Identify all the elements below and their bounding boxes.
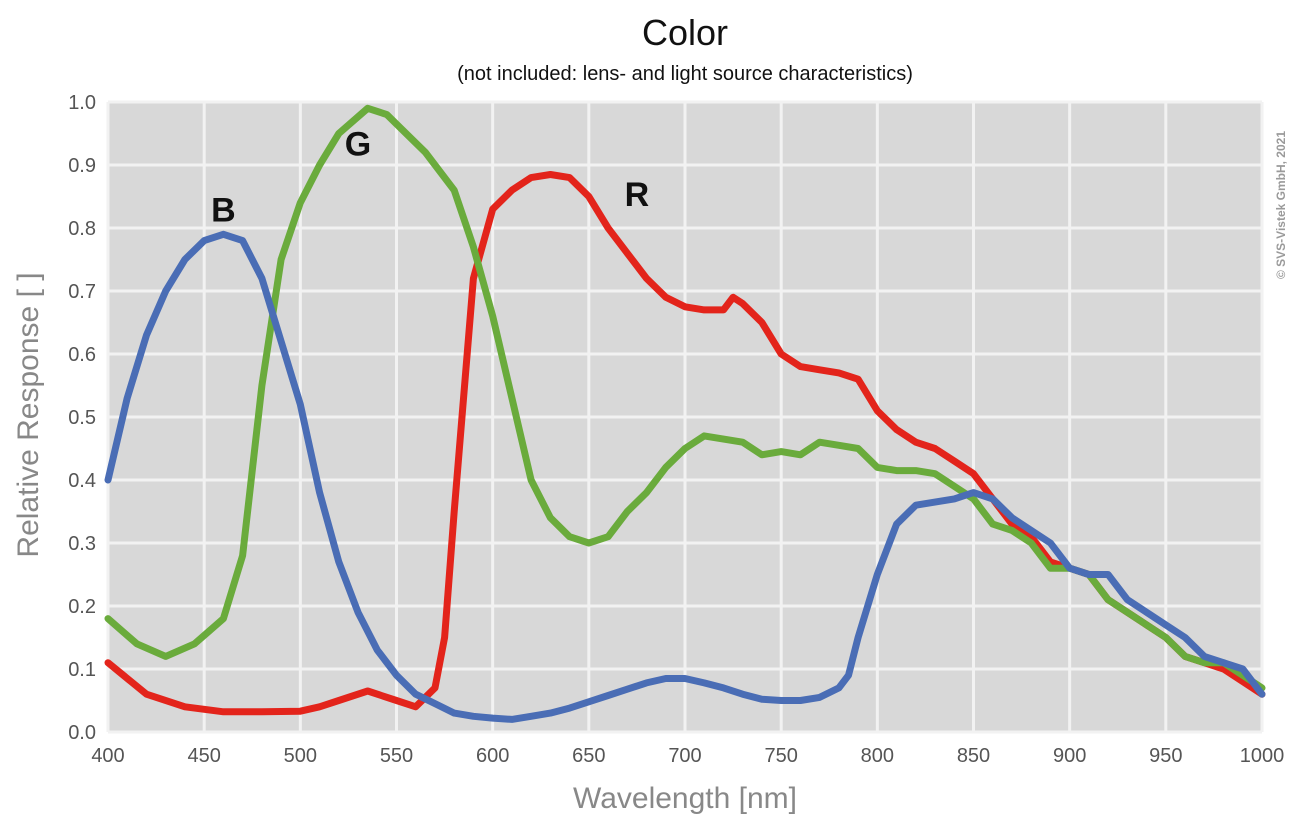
x-tick-label: 1000 [1240, 745, 1285, 767]
chart-subtitle: (not included: lens- and light source ch… [457, 63, 913, 85]
y-axis-ticks: 0.0 0.1 0.2 0.3 0.4 0.5 0.6 0.7 0.8 0.9 1.0 [68, 92, 96, 744]
y-tick-label: 0.8 [68, 218, 96, 240]
y-tick-label: 0.1 [68, 659, 96, 681]
x-tick-label: 600 [476, 745, 509, 767]
x-tick-label: 700 [668, 745, 701, 767]
x-tick-label: 800 [861, 745, 894, 767]
x-tick-label: 550 [380, 745, 413, 767]
copyright-notice: © SVS-Vistek GmbH, 2021 [1274, 131, 1288, 279]
series-label-r: R [625, 176, 650, 214]
x-tick-label: 950 [1149, 745, 1182, 767]
series-label-g: G [345, 126, 371, 164]
x-tick-label: 650 [572, 745, 605, 767]
y-tick-label: 0.7 [68, 281, 96, 303]
y-tick-label: 0.2 [68, 596, 96, 618]
y-tick-label: 0.4 [68, 470, 96, 492]
y-tick-label: 0.3 [68, 533, 96, 555]
series-labels: R G B [211, 126, 649, 230]
x-axis-ticks: 400 450 500 550 600 650 700 750 800 850 900 950 1000 [91, 745, 1284, 767]
x-tick-label: 500 [284, 745, 317, 767]
y-tick-label: 0.9 [68, 155, 96, 177]
series-label-b: B [211, 192, 236, 230]
y-tick-label: 0.5 [68, 407, 96, 429]
x-tick-label: 450 [187, 745, 220, 767]
y-tick-label: 0.0 [68, 722, 96, 744]
chart-title: Color [642, 12, 728, 53]
x-axis-label: Wavelength [nm] [573, 782, 797, 815]
x-tick-label: 750 [764, 745, 797, 767]
x-tick-label: 850 [957, 745, 990, 767]
y-axis-label: Relative Response [ ] [12, 272, 45, 557]
y-tick-label: 1.0 [68, 92, 96, 114]
series-line-b [104, 230, 1266, 723]
x-tick-label: 900 [1053, 745, 1086, 767]
series-lines [104, 104, 1266, 723]
y-tick-label: 0.6 [68, 344, 96, 366]
x-tick-label: 400 [91, 745, 124, 767]
